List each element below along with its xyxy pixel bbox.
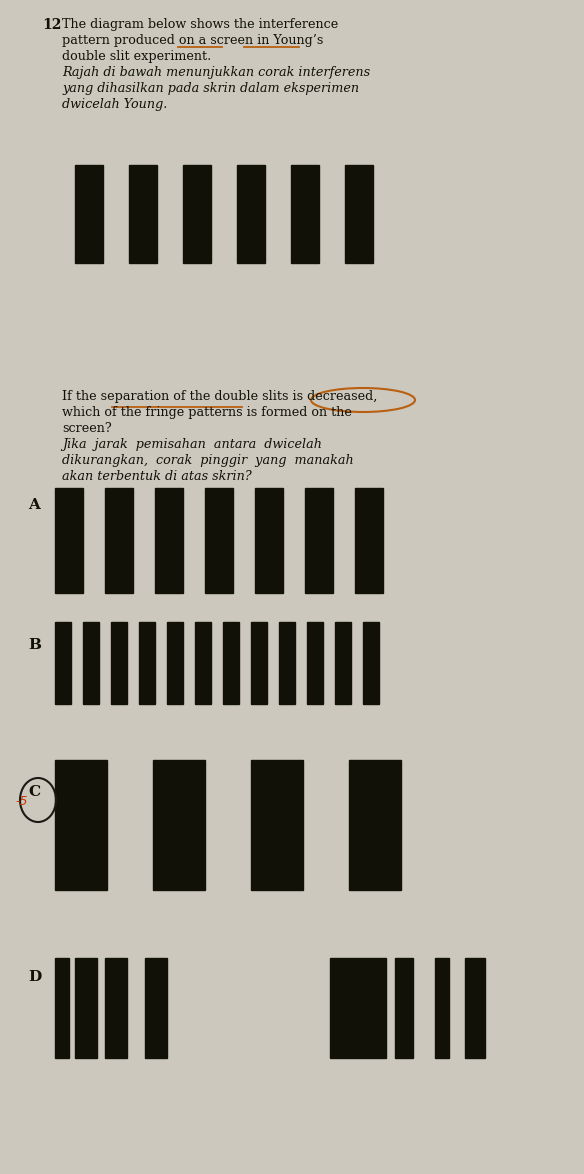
Bar [335,622,351,704]
Bar [111,622,127,704]
Text: If the separation of the double slits is decreased,: If the separation of the double slits is… [62,390,377,403]
Text: B: B [28,637,41,652]
Text: pattern produced on a screen in Young’s: pattern produced on a screen in Young’s [62,34,324,47]
Text: C: C [28,785,40,799]
Bar [129,166,157,263]
Bar [349,760,401,890]
Bar [145,958,167,1058]
Bar [195,622,211,704]
Bar [223,622,239,704]
Text: A: A [28,498,40,512]
Bar [55,958,69,1058]
Text: akan terbentuk di atas skrin?: akan terbentuk di atas skrin? [62,470,252,483]
Bar [153,760,205,890]
Bar [55,488,83,593]
Bar [465,958,485,1058]
Bar [330,958,386,1058]
Bar [75,958,97,1058]
Text: screen?: screen? [62,421,112,436]
Bar [307,622,323,704]
Bar [363,622,379,704]
Bar [435,958,449,1058]
Bar [251,760,303,890]
Bar [105,488,133,593]
Bar [105,958,127,1058]
Text: The diagram below shows the interference: The diagram below shows the interference [62,18,338,31]
Text: 12: 12 [42,18,61,32]
Text: yang dihasilkan pada skrin dalam eksperimen: yang dihasilkan pada skrin dalam eksperi… [62,82,359,95]
Bar [345,166,373,263]
Bar [75,166,103,263]
Text: which of the fringe patterns is formed on the: which of the fringe patterns is formed o… [62,406,352,419]
Bar [55,622,71,704]
Bar [395,958,413,1058]
Text: -5: -5 [15,795,27,808]
Bar [237,166,265,263]
Text: dwicelah Young.: dwicelah Young. [62,97,167,112]
Bar [83,622,99,704]
Bar [251,622,267,704]
Bar [139,622,155,704]
Bar [155,488,183,593]
Bar [255,488,283,593]
Bar [167,622,183,704]
Text: Jika  jarak  pemisahan  antara  dwicelah: Jika jarak pemisahan antara dwicelah [62,438,322,451]
Bar [355,488,383,593]
Bar [55,760,107,890]
Bar [291,166,319,263]
Text: dikurangkan,  corak  pinggir  yang  manakah: dikurangkan, corak pinggir yang manakah [62,454,354,467]
Text: D: D [28,970,41,984]
Text: double slit experiment.: double slit experiment. [62,50,211,63]
Bar [305,488,333,593]
Bar [183,166,211,263]
Bar [279,622,295,704]
Bar [205,488,233,593]
Text: Rajah di bawah menunjukkan corak interferens: Rajah di bawah menunjukkan corak interfe… [62,66,370,79]
